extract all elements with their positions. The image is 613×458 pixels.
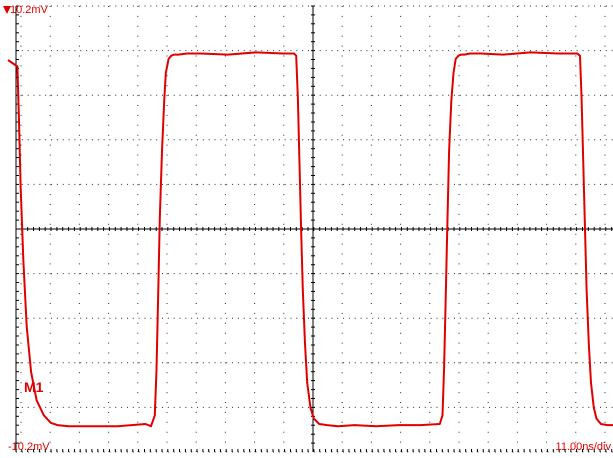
channel-offset-arrow-icon bbox=[3, 6, 11, 14]
waveform-trace-1 bbox=[7, 51, 613, 428]
center-axes bbox=[15, 5, 613, 452]
trace-layer bbox=[7, 51, 613, 428]
marker-label: M1 bbox=[24, 379, 44, 395]
bottom-reference-label: -10.2mV bbox=[8, 441, 50, 453]
top-reference-label: 10.2mV bbox=[10, 4, 48, 16]
timebase-label: 11.00ns/div bbox=[555, 441, 611, 453]
